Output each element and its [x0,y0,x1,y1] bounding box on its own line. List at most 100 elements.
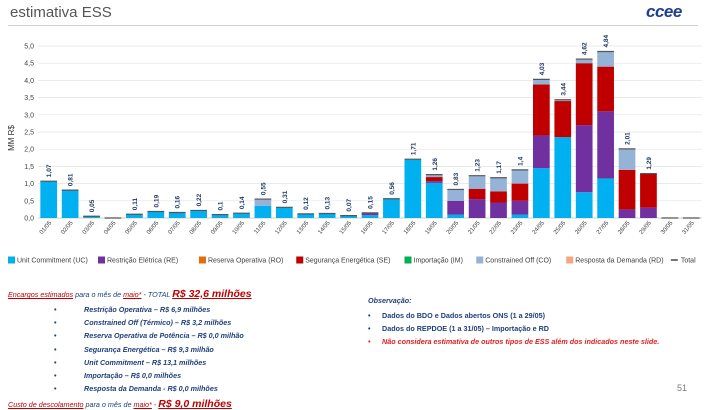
bar-segment [554,99,572,102]
bar-segment [233,213,250,218]
x-tick-label: 06/05 [146,220,161,236]
x-tick-label: 23/05 [510,220,525,236]
bar-segment [404,159,422,218]
total-label: 0,56 [389,182,396,195]
list-item: Constrained Off (Térmico) – R$ 3,2 milhõ… [8,316,358,329]
bar-segment [575,125,593,193]
x-tick-label: 12/05 [275,220,290,236]
x-tick-label: 21/05 [467,220,482,236]
total-label: 0,81 [68,173,75,186]
total-label: 0,11 [132,198,139,211]
x-tick-label: 30/05 [660,220,675,236]
bar-segment [447,189,465,201]
bar-segment [383,198,400,218]
observation-panel: Observação: Dados do BDO e Dados abertos… [368,296,698,349]
bar-segment [318,213,336,218]
y-axis-ticks: 0,0 0,5 1,0 1,5 2,0 2,5 3,0 3,5 4,0 4,5 5,0 [24,44,34,223]
bar-segment [490,177,507,192]
bar-segment [511,183,529,201]
bar-segment [533,135,550,169]
total-label: 4,84 [603,34,610,47]
x-tick-label: 22/05 [489,220,504,236]
bar-segment [490,202,507,218]
bar-segment [126,214,143,218]
page-number: 51 [677,383,688,393]
legend-label: Resposta da Demanda (RD) [575,258,663,265]
x-tick-label: 29/05 [639,220,654,236]
observation-warning: Não considera estimativa de outros tipos… [368,335,698,348]
x-tick-label: 02/05 [60,220,75,236]
total-label: 0,19 [153,194,160,207]
legend-label: Reserva Operativa (RO) [208,258,283,265]
title-divider [8,25,698,26]
x-tick-label: 08/05 [189,220,204,236]
bar-segment [275,207,293,218]
total-label: 0,14 [239,196,246,209]
bar-segment [361,215,379,218]
bar-segment [168,212,186,218]
y-tick-label: 4,0 [24,78,34,85]
bar-segment [254,199,272,206]
encargos-list: Restrição Operativa – R$ 6,9 milhões Con… [8,303,358,396]
encargos-heading: Encargos estimados para o mês de maio* -… [8,288,252,300]
list-item: Reserva Operativa de Potência – R$ 0,0 m… [8,329,358,342]
total-label: 0,22 [196,193,203,206]
bar-segment [425,182,443,218]
bar-segment [640,173,657,208]
total-label: 0,05 [89,199,96,212]
total-label: 0,07 [346,199,353,212]
bar-segment [618,169,636,210]
bar-segment [511,200,529,215]
bar-segment [640,207,657,218]
legend-label: Segurança Energética (SE) [305,258,390,265]
bar-segment [211,214,229,218]
y-tick-label: 0,5 [24,198,34,205]
chart-legend: Unit Commitment (UC) Restrição Elétrica (… [8,256,696,265]
bar-segment [297,213,315,218]
x-tick-label: 28/05 [617,220,632,236]
bar-segment [511,214,529,218]
total-label: 2,01 [625,132,632,145]
y-tick-label: 3,5 [24,95,34,102]
x-tick-label: 26/05 [574,220,589,236]
bar-segment [254,205,272,218]
list-item: Segurança Energética – R$ 9,3 milhão [8,343,358,356]
total-label: 4,03 [539,62,546,75]
x-tick-label: 27/05 [596,220,611,236]
bar-segment [533,168,550,218]
y-tick-label: 2,0 [24,147,34,154]
bar-segment [618,148,636,170]
ess-stacked-bar-chart: MM R$ 0,00,51,01,52,02,53,03,54,04,55,0 … [7,34,702,265]
total-label: 0,12 [303,197,310,210]
x-tick-label: 19/05 [425,220,440,236]
x-tick-label: 13/05 [296,220,311,236]
legend-label: Unit Commitment (UC) [17,258,88,265]
y-tick-label: 2,5 [24,130,34,137]
total-label: 0,31 [282,190,289,203]
bar-segment [425,181,443,183]
legend-label: Importação (IM) [414,258,463,265]
ccee-logo: ccee [646,2,682,21]
total-label: 0,83 [453,172,460,185]
bar-segment [468,199,486,218]
estimated-charges-panel: Encargos estimados para o mês de maio* -… [8,288,358,410]
legend-swatch [476,256,484,264]
list-item: Resposta da Demanda - R$ 0,0 milhões [8,382,358,395]
legend-label: Total [681,258,696,265]
y-tick-label: 0,0 [24,216,34,223]
bar-segment [61,190,79,218]
x-tick-label: 15/05 [339,220,354,236]
bar-segment [597,66,614,112]
bar-segment [533,84,550,136]
bar-segment [447,214,465,218]
bar-segment [575,59,593,64]
bar-segment [575,192,593,218]
x-tick-label: 18/05 [403,220,418,236]
legend-swatch [198,256,206,264]
legend-label: Constrained Off (CO) [485,258,551,265]
x-tick-label: 24/05 [532,220,547,236]
x-tick-label: 14/05 [317,220,332,236]
y-axis-title: MM R$ [7,125,16,151]
legend-swatch [98,256,105,264]
x-tick-label: 31/05 [682,220,697,236]
